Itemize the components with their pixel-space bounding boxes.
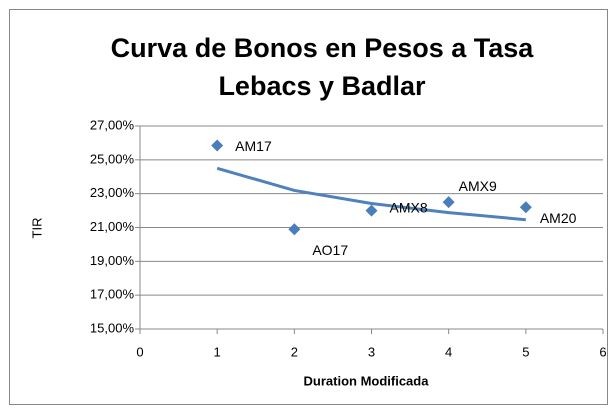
x-tick-label: 2: [291, 344, 298, 359]
x-tick-label: 0: [136, 344, 143, 359]
point-label: AMX9: [459, 178, 497, 194]
chart-title: Curva de Bonos en Pesos a Tasa: [111, 33, 535, 63]
point-label: AO17: [312, 242, 348, 258]
y-tick-label: 15,00%: [90, 320, 135, 335]
chart-border: [9, 9, 608, 405]
y-tick-label: 27,00%: [90, 117, 135, 132]
y-tick-label: 25,00%: [90, 151, 135, 166]
x-tick-label: 3: [368, 344, 375, 359]
data-point: [211, 139, 224, 152]
y-tick-label: 17,00%: [90, 287, 135, 302]
data-point: [442, 196, 455, 209]
y-tick-label: 19,00%: [90, 253, 135, 268]
data-point: [288, 223, 301, 236]
y-tick-label: 23,00%: [90, 185, 135, 200]
point-label: AM20: [540, 210, 577, 226]
x-axis-title: Duration Modificada: [304, 373, 430, 388]
data-point: [365, 204, 378, 217]
y-tick-label: 21,00%: [90, 219, 135, 234]
point-label: AMX8: [390, 199, 428, 215]
x-tick-label: 1: [214, 344, 221, 359]
trendline: [216, 166, 526, 222]
x-tick-label: 6: [599, 344, 606, 359]
point-label: AM17: [235, 138, 272, 154]
x-tick-label: 5: [522, 344, 529, 359]
chart-title: Lebacs y Badlar: [218, 71, 426, 101]
y-axis-title: TIR: [29, 218, 44, 239]
data-point: [519, 201, 532, 214]
x-tick-label: 4: [445, 344, 452, 359]
